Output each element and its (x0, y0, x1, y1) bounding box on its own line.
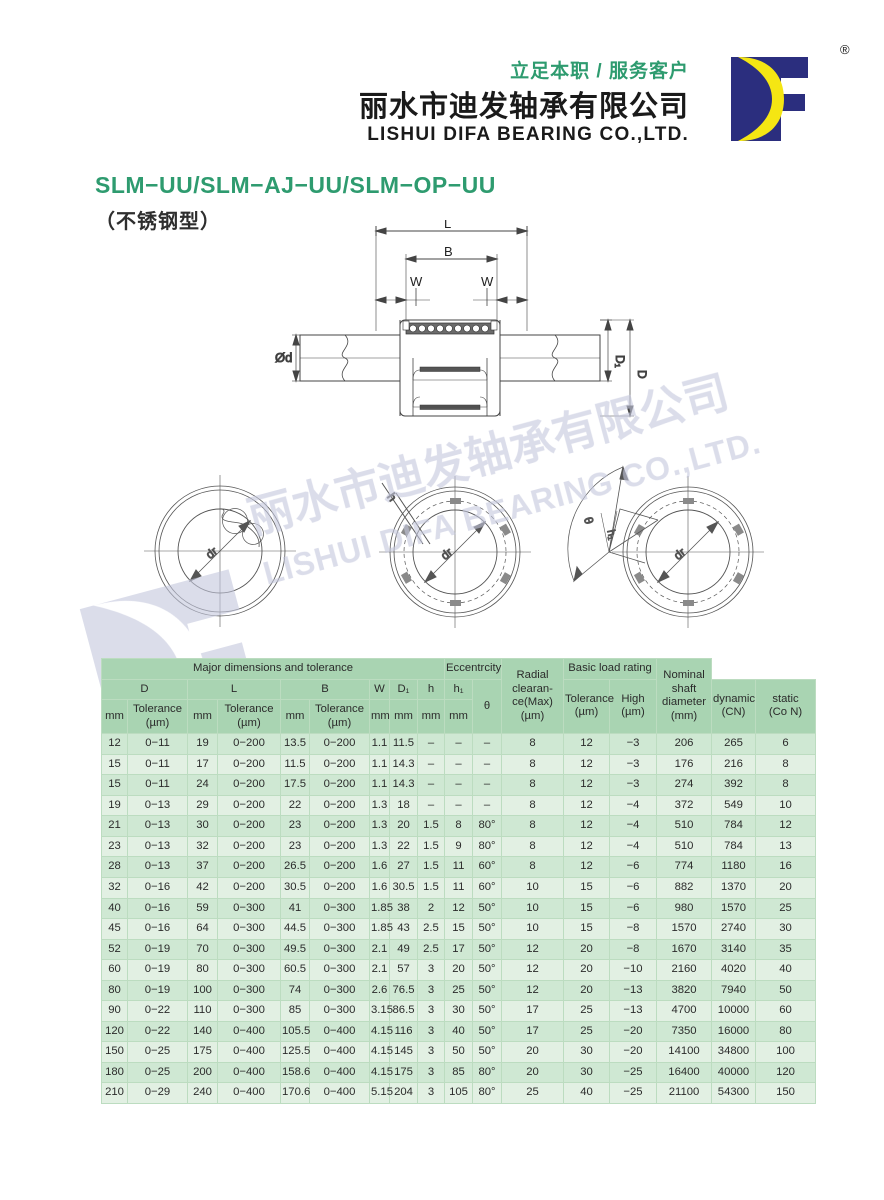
svg-text:B: B (444, 244, 453, 259)
svg-text:D: D (635, 370, 649, 379)
svg-text:D₁: D₁ (613, 355, 627, 368)
svg-text:h₁: h₁ (604, 529, 618, 542)
svg-text:h: h (384, 490, 399, 504)
svg-text:dr: dr (203, 544, 220, 562)
svg-text:W: W (481, 274, 494, 289)
svg-text:Ød: Ød (275, 350, 292, 365)
svg-text:L: L (444, 220, 451, 231)
svg-text:dr: dr (671, 545, 688, 563)
svg-text:dr: dr (438, 545, 455, 563)
svg-text:W: W (410, 274, 423, 289)
svg-text:θ: θ (581, 516, 596, 526)
